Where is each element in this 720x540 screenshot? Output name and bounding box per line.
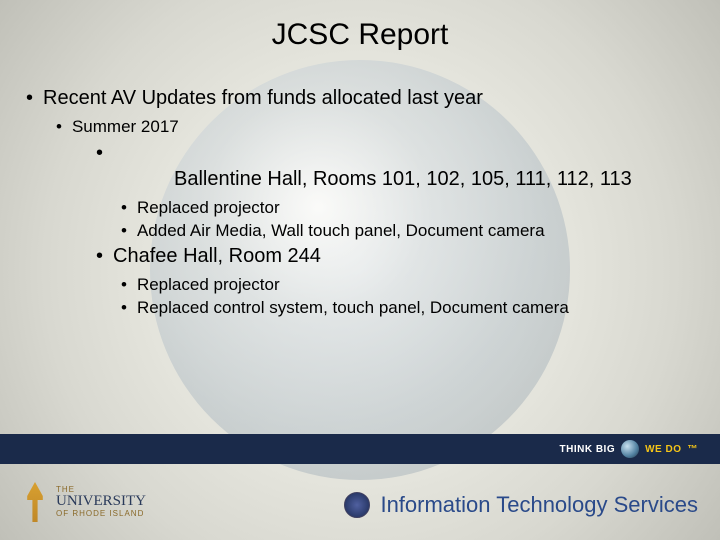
uri-logo: THE UNIVERSITY OF RHODE ISLAND (22, 482, 146, 522)
bullet-lvl2: Summer 2017 (56, 116, 694, 138)
uri-logo-text: THE UNIVERSITY OF RHODE ISLAND (56, 486, 146, 519)
bullet-loc2-item-1: Replaced control system, touch panel, Do… (121, 297, 694, 319)
think-big-text: THINK BIG (560, 444, 616, 455)
slide-content: Recent AV Updates from funds allocated l… (26, 86, 694, 321)
bullet-location-2: Chafee Hall, Room 244 (96, 244, 694, 270)
bullet-location-1: Ballentine Hall, Rooms 101, 102, 105, 11… (96, 141, 694, 192)
location-1-text: Ballentine Hall, Rooms 101, 102, 105, 11… (96, 167, 694, 193)
mini-globe-icon (621, 440, 639, 458)
bullet-lvl1: Recent AV Updates from funds allocated l… (26, 86, 694, 112)
torch-icon (22, 482, 48, 522)
slide: JCSC Report Recent AV Updates from funds… (0, 0, 720, 540)
footer-title-block: Information Technology Services (344, 492, 698, 518)
slide-title: JCSC Report (0, 18, 720, 52)
uri-university: UNIVERSITY (56, 494, 146, 510)
bullet-loc1-item-1: Added Air Media, Wall touch panel, Docum… (121, 220, 694, 242)
uri-of-ri: OF RHODE ISLAND (56, 510, 146, 518)
we-do-text: WE DO (645, 444, 681, 455)
bullet-loc1-item-0: Replaced projector (121, 197, 694, 219)
trademark-icon: ™ (688, 444, 699, 455)
bullet-loc2-item-0: Replaced projector (121, 274, 694, 296)
seal-icon (344, 492, 370, 518)
think-big-tagline: THINK BIG WE DO ™ (560, 440, 699, 458)
footer-title-text: Information Technology Services (380, 492, 698, 518)
